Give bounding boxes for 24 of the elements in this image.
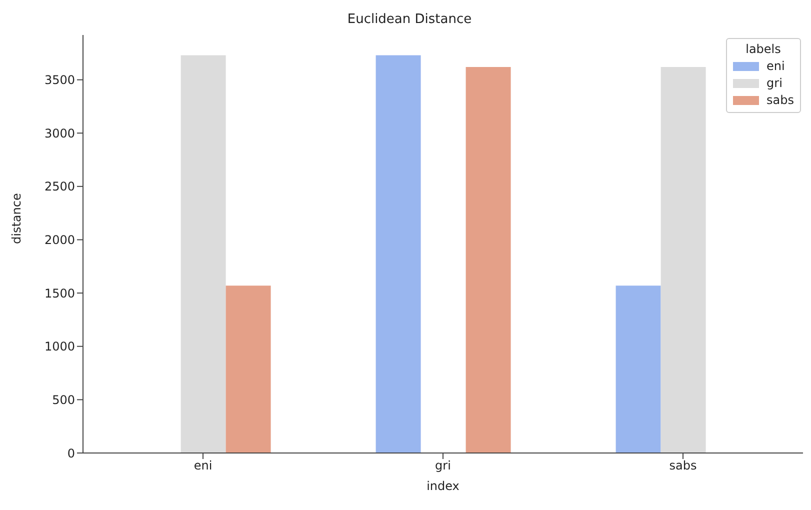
y-tick-label: 1000	[44, 340, 75, 354]
x-tick-label: eni	[194, 458, 212, 473]
y-tick-label: 3000	[44, 126, 75, 140]
y-tick-label: 1500	[44, 286, 75, 300]
bar	[616, 286, 661, 453]
x-tick-label: gri	[435, 458, 451, 473]
bar	[226, 286, 271, 453]
legend-label: gri	[766, 75, 782, 92]
y-axis-title: distance	[9, 193, 24, 244]
y-tick-label: 2000	[44, 232, 75, 247]
chart-title: Euclidean Distance	[346, 12, 473, 27]
legend-label: eni	[766, 58, 785, 75]
legend-label: sabs	[766, 92, 794, 109]
legend-title: labels	[744, 42, 782, 56]
bar	[466, 66, 511, 453]
y-tick-label: 2500	[44, 180, 75, 194]
x-tick-label: sabs	[669, 458, 697, 473]
bar	[180, 55, 226, 453]
x-axis-title: index	[426, 479, 460, 493]
y-tick-label: 3500	[44, 73, 75, 88]
y-tick-label: 500	[52, 392, 75, 407]
bar	[660, 66, 706, 453]
bar	[376, 55, 421, 453]
y-tick-label: 0	[67, 446, 75, 460]
